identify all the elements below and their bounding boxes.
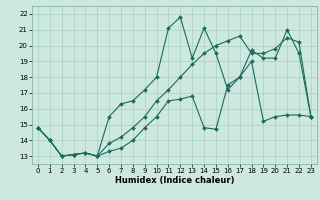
X-axis label: Humidex (Indice chaleur): Humidex (Indice chaleur): [115, 176, 234, 185]
